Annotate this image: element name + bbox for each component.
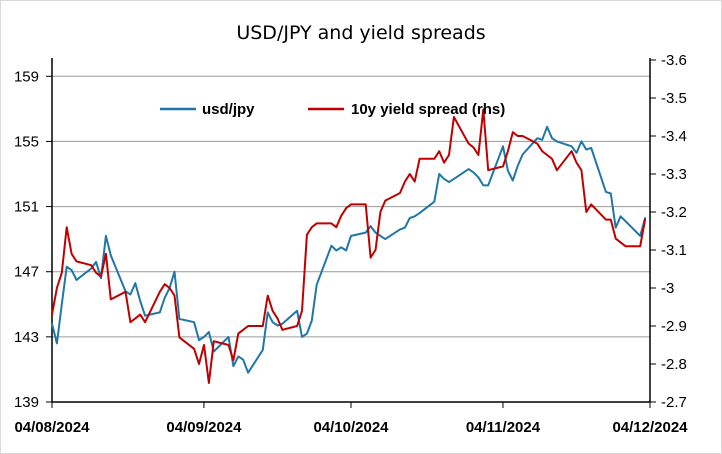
right-axis: -2.7 -2.8 -2.9 -3 -3.1 -3.2 -3.3 -3.4 -3.5 -3.6 [649,52,687,411]
legend-label: usd/jpy [202,101,255,118]
right-tick-label: -3.5 [661,90,687,107]
x-tick-label: 04/12/2024 [612,419,688,436]
left-tick-label: 159 [14,68,39,85]
x-axis: 04/08/2024 04/09/2024 04/10/2024 04/11/2024… [14,401,688,436]
right-tick-label: -2.7 [661,394,687,411]
legend: usd/jpy 10y yield spread (rhs) [160,101,505,118]
gridlines [52,75,650,338]
left-tick-label: 143 [14,329,39,346]
right-tick-label: -3.6 [661,52,687,69]
right-tick-label: -3.3 [661,166,687,183]
x-tick-label: 04/09/2024 [166,419,242,436]
x-tick-label: 04/11/2024 [466,419,541,436]
series-lines [51,108,647,384]
right-tick-label: -2.9 [661,318,687,335]
right-tick-label: -3.4 [661,128,687,145]
chart-title: USD/JPY and yield spreads [236,22,485,44]
right-tick-label: -3.1 [661,242,687,259]
left-tick-label: 155 [14,133,39,150]
left-tick-label: 147 [14,264,39,281]
legend-label: 10y yield spread (rhs) [351,101,505,118]
x-tick-label: 04/10/2024 [313,419,389,436]
series-line-usdjpy [51,125,647,374]
left-tick-label: 139 [14,394,39,411]
left-axis: 139 143 147 151 155 159 [14,58,53,411]
right-tick-label: -3 [661,280,674,297]
series-line-yield-spread [51,108,647,384]
right-tick-label: -3.2 [661,204,687,221]
x-tick-label: 04/08/2024 [14,419,90,436]
left-tick-label: 151 [14,199,39,216]
right-tick-label: -2.8 [661,356,687,373]
